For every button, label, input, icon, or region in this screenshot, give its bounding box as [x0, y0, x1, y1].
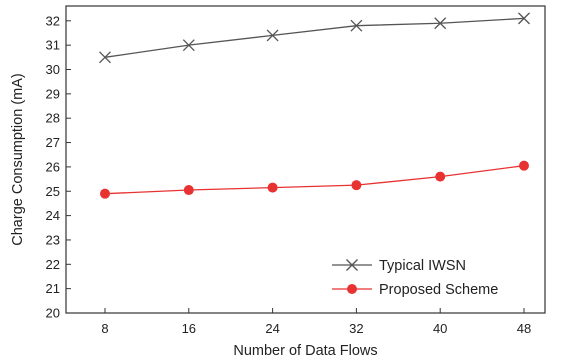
y-tick-label: 25	[46, 184, 60, 199]
data-point-proposed-scheme	[267, 182, 278, 193]
data-point-proposed-scheme	[183, 185, 194, 196]
y-tick-label: 31	[46, 38, 60, 53]
x-tick-label: 16	[182, 321, 196, 336]
x-marker-stroke	[266, 29, 279, 42]
data-point-typical-iwsn	[518, 12, 530, 25]
y-tick-label: 27	[46, 135, 60, 150]
data-point-typical-iwsn	[99, 51, 111, 64]
series-proposed-scheme	[100, 160, 529, 199]
data-point-typical-iwsn	[434, 17, 447, 30]
legend-label-proposed-scheme: Proposed Scheme	[379, 282, 498, 298]
x-tick-label: 40	[433, 321, 447, 336]
y-tick-label: 26	[46, 159, 60, 174]
legend-item-proposed-scheme: Proposed Scheme	[332, 282, 498, 298]
x-marker-stroke	[182, 39, 195, 52]
legend-marker-typical-iwsn	[346, 259, 358, 271]
data-point-proposed-scheme	[519, 160, 529, 171]
data-point-proposed-scheme	[435, 171, 446, 182]
data-point-typical-iwsn	[182, 39, 195, 52]
y-tick-label: 28	[46, 111, 60, 126]
x-tick-label: 24	[265, 321, 279, 336]
series-line-proposed-scheme	[104, 165, 525, 195]
data-point-typical-iwsn	[266, 29, 279, 42]
legend: Typical IWSN Proposed Scheme	[332, 258, 498, 298]
legend-marker-proposed-scheme	[347, 284, 357, 294]
data-point-proposed-scheme	[351, 180, 362, 191]
x-marker-stroke	[346, 259, 358, 271]
series-line-typical-iwsn	[104, 17, 525, 58]
y-tick-label: 30	[46, 62, 60, 77]
x-marker-stroke	[99, 51, 111, 64]
x-marker-stroke	[518, 12, 530, 25]
x-tick-label: 8	[101, 321, 108, 336]
y-tick-label: 32	[46, 13, 60, 28]
y-axis-label: Charge Consumption (mA)	[10, 73, 26, 245]
y-tick-label: 20	[46, 306, 60, 321]
x-tick-label: 32	[349, 321, 363, 336]
y-tick-label: 23	[46, 232, 60, 247]
series-typical-iwsn	[99, 12, 530, 64]
y-axis-ticks: 20 21 22 23 24 25 26 27 28 29 30 31 32	[46, 13, 71, 321]
y-tick-label: 29	[46, 86, 60, 101]
x-axis-ticks: 8 16 24 32 40 48	[101, 308, 531, 336]
series	[99, 12, 530, 199]
axes	[65, 5, 546, 314]
y-tick-label: 24	[46, 208, 60, 223]
x-marker-stroke	[350, 19, 363, 32]
x-axis-label: Number of Data Flows	[233, 343, 377, 359]
x-tick-label: 48	[517, 321, 531, 336]
legend-label-typical-iwsn: Typical IWSN	[379, 258, 466, 274]
plot-frame	[65, 5, 546, 314]
y-tick-label: 22	[46, 257, 60, 272]
x-marker-stroke	[434, 17, 447, 30]
data-point-proposed-scheme	[100, 188, 110, 199]
legend-item-typical-iwsn: Typical IWSN	[332, 258, 466, 274]
data-point-typical-iwsn	[350, 19, 363, 32]
y-tick-label: 21	[46, 281, 60, 296]
